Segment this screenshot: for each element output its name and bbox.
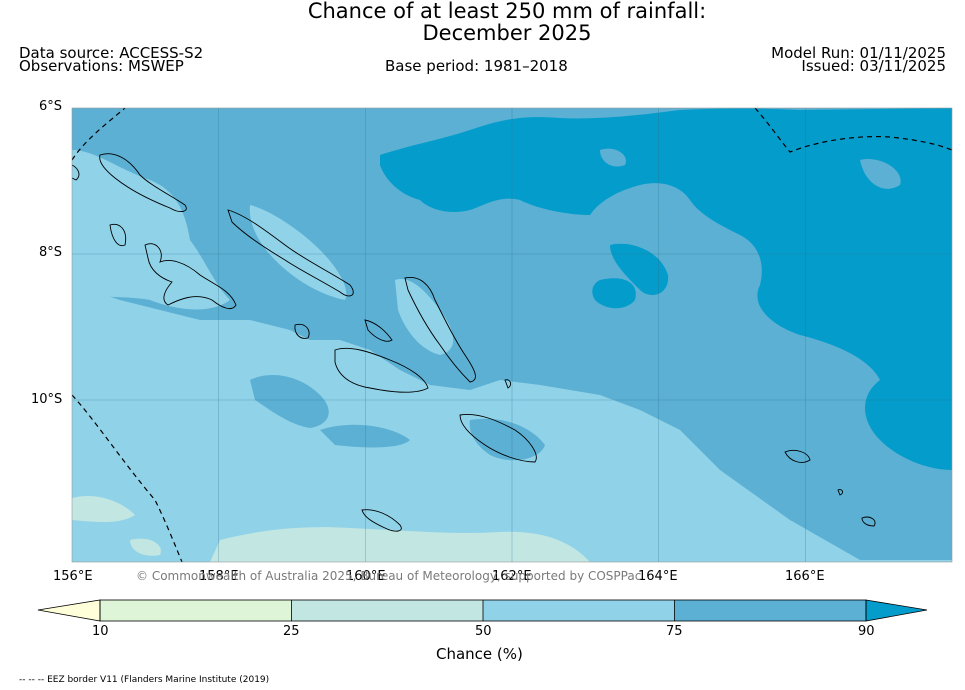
eez-footnote: -- -- -- EEZ border V11 (Flanders Marine… [19, 675, 270, 685]
colorbar-tick-25: 25 [283, 624, 300, 639]
colorbar-tick-90: 90 [858, 624, 875, 639]
map-title-line2: December 2025 [422, 21, 592, 45]
lon-label-156e: 156°E [53, 569, 93, 584]
copyright-credit: © Commonwealth of Australia 2025, Bureau… [136, 569, 642, 583]
lat-label-10s: 10°S [31, 392, 63, 407]
colorbar-tick-50: 50 [475, 624, 492, 639]
colorbar-tick-75: 75 [666, 624, 683, 639]
probability-field [72, 108, 952, 562]
map-title-line1: Chance of at least 250 mm of rainfall: [307, 0, 707, 23]
lon-label-160e: 160°E [346, 569, 386, 584]
lat-label-6s: 6°S [39, 99, 63, 114]
issued-date: Issued: 03/11/2025 [801, 57, 946, 75]
lon-label-158e: 158°E [199, 569, 239, 584]
base-period: Base period: 1981–2018 [385, 57, 568, 75]
graticule [72, 108, 952, 562]
observations: Observations: MSWEP [19, 57, 184, 75]
data-source: Data source: ACCESS-S2 [19, 44, 204, 62]
model-run: Model Run: 01/11/2025 [771, 44, 946, 62]
field-25-50 [72, 495, 135, 523]
island-makira [459, 414, 537, 463]
colorbar [37, 599, 928, 622]
colorbar-label: Chance (%) [436, 645, 523, 663]
field-90-plus [380, 108, 952, 470]
island-santa-isabel [404, 277, 476, 383]
island-bougainville [99, 153, 187, 212]
island-guadalcanal [334, 347, 429, 393]
island-new-georgia [144, 243, 237, 310]
eez-borders [72, 108, 952, 562]
lon-label-162e: 162°E [492, 569, 532, 584]
colorbar-tick-10: 10 [92, 624, 109, 639]
lon-label-166e: 166°E [785, 569, 825, 584]
island-choiseul [227, 209, 354, 297]
lat-label-8s: 8°S [39, 245, 63, 260]
coastlines [72, 153, 876, 532]
lon-label-164e: 164°E [638, 569, 678, 584]
